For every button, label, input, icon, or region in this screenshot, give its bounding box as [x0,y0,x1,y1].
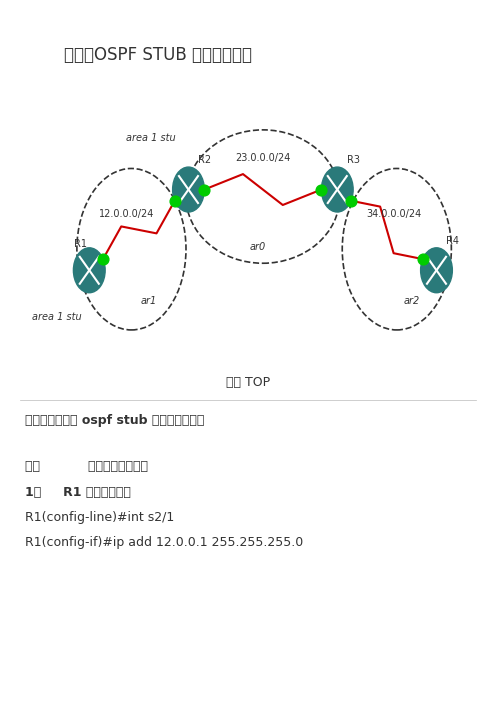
Text: 实验目的：学习 ospf stub 的配置和作用。: 实验目的：学习 ospf stub 的配置和作用。 [25,414,204,428]
Text: ar2: ar2 [404,296,420,306]
Text: 23.0.0.0/24: 23.0.0.0/24 [235,153,291,163]
Text: 34.0.0.0/24: 34.0.0.0/24 [367,209,422,219]
Point [99,253,107,265]
Text: area 1 stu: area 1 stu [126,133,176,143]
Circle shape [321,167,353,212]
Point [317,184,325,195]
Text: 一。            路由器初始配置：: 一。 路由器初始配置： [25,460,148,473]
Circle shape [73,248,105,293]
Text: 12.0.0.0/24: 12.0.0.0/24 [99,209,154,219]
Text: R2: R2 [198,155,211,165]
Text: R1(config-if)#ip add 12.0.0.1 255.255.255.0: R1(config-if)#ip add 12.0.0.1 255.255.25… [25,536,303,550]
Text: R1(config-line)#int s2/1: R1(config-line)#int s2/1 [25,511,174,524]
Text: 【转】OSPF STUB 的配置和作用: 【转】OSPF STUB 的配置和作用 [64,46,252,64]
Text: R4: R4 [446,236,459,246]
Text: 1。     R1 上的初始配置: 1。 R1 上的初始配置 [25,486,130,499]
Point [419,253,427,265]
Text: area 1 stu: area 1 stu [32,312,82,322]
Text: 实验 TOP: 实验 TOP [226,376,270,389]
Circle shape [173,167,204,212]
Text: ar1: ar1 [141,296,157,306]
Text: ar0: ar0 [250,242,266,252]
Point [171,195,179,206]
Text: R3: R3 [347,155,360,165]
Point [200,184,208,195]
Point [347,195,355,206]
Circle shape [421,248,452,293]
Text: R1: R1 [74,239,87,249]
